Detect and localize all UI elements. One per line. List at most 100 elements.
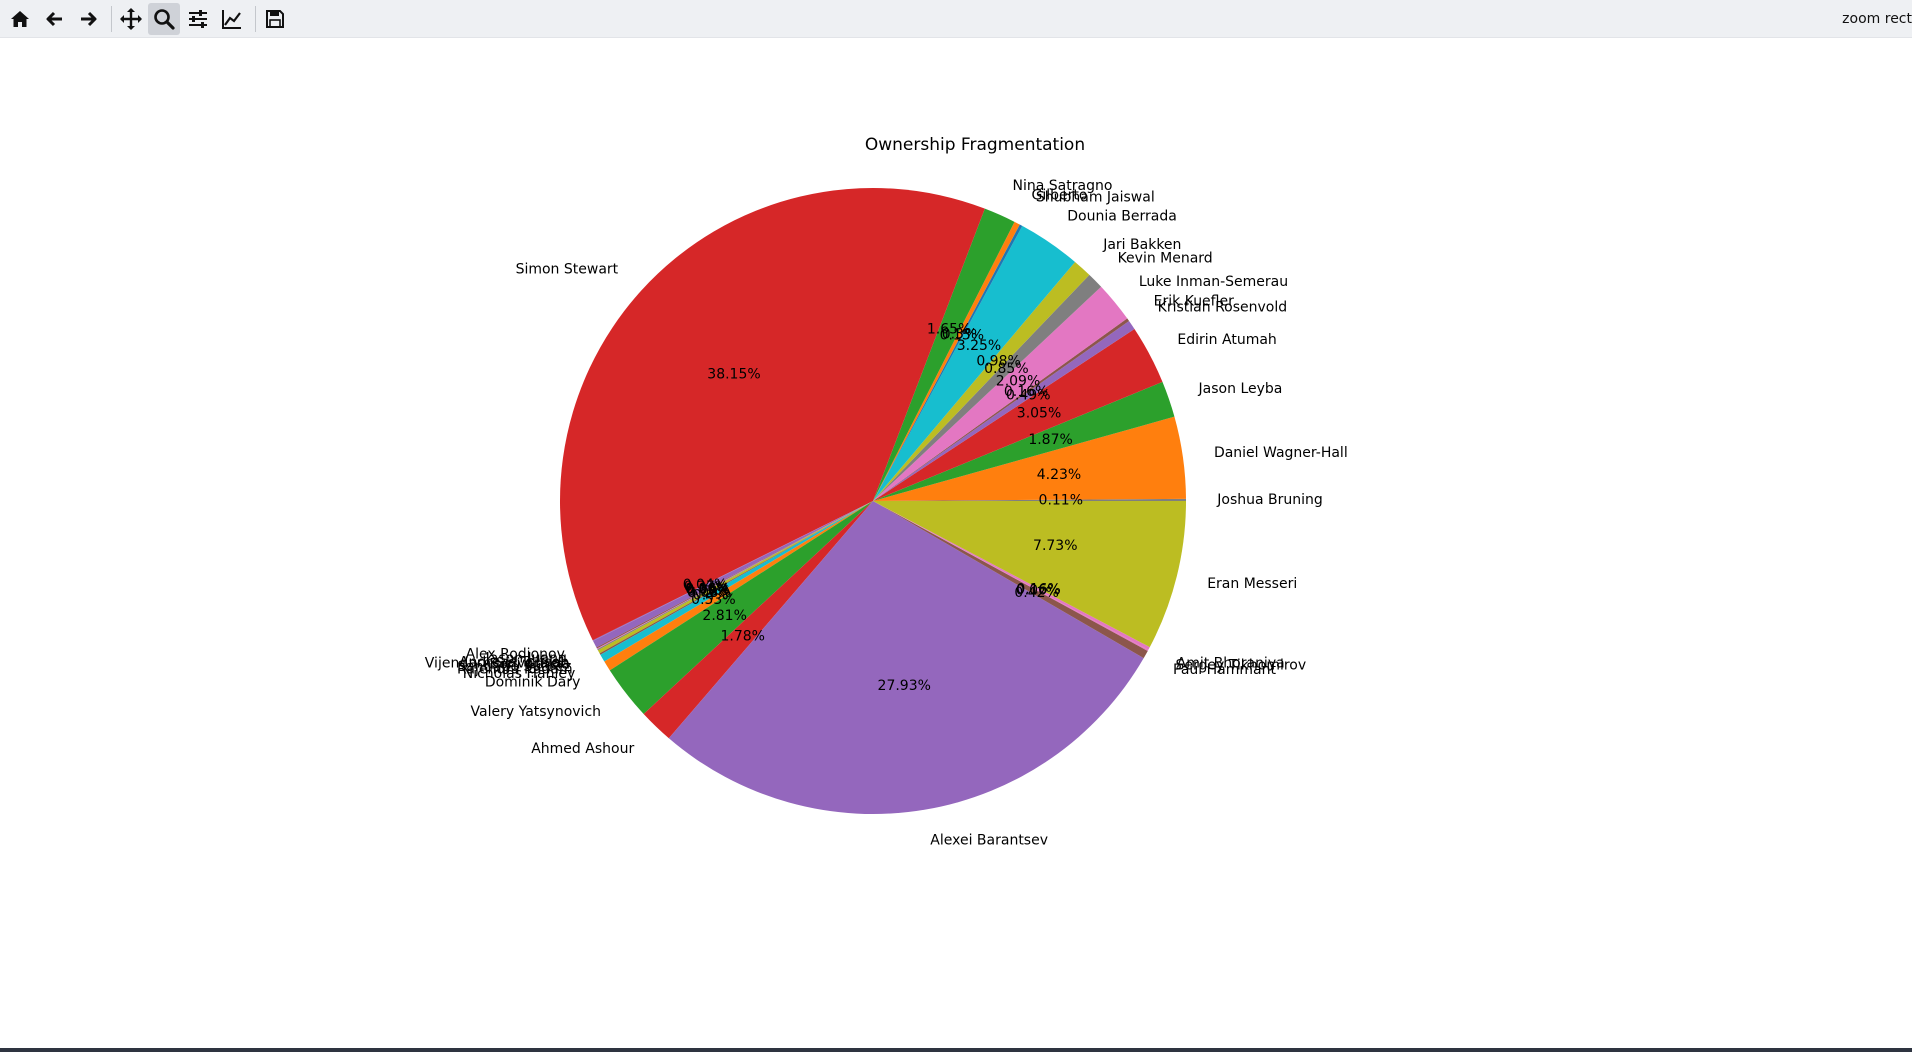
slice-andreas-tolfsen (596, 501, 873, 649)
slice-alexei-barantsev (668, 501, 1144, 814)
forward-arrow-icon (81, 11, 97, 27)
slice-label: Alex Rodionov (466, 647, 565, 663)
slice-percent-label: 0.06% (1016, 583, 1060, 599)
slice-label: Alexei Barantsev (930, 833, 1048, 849)
slice-valery-yatsynovich (609, 501, 873, 715)
chart-title: Ownership Fragmentation (865, 135, 1085, 155)
slice-label: Kevin Menard (1118, 251, 1213, 267)
pie-slices (559, 188, 1186, 814)
slice-percent-label: 0.3% (942, 326, 978, 342)
slice-jason-juang (593, 501, 873, 648)
slice-label: Shubham Jaiswal (1036, 190, 1155, 206)
slice-percent-label: 0.16% (1004, 384, 1048, 400)
slice-percent-label: 0.85% (984, 361, 1028, 377)
slice-simon-stewart (559, 188, 985, 641)
zoom-button[interactable] (148, 3, 180, 35)
slice-label: Rajendra Kadam (457, 661, 573, 677)
slice-label: Vijendarn Selvarajah (425, 656, 570, 672)
slice-label: Kristian Rosenvold (1158, 299, 1287, 315)
pie-labels: Joshua Bruning 0.11% Daniel Wagner-Hall 4.2… (425, 178, 1348, 848)
pie-chart: Ownership Fragmentation Joshua Bruning 0.… (425, 135, 1348, 849)
slice-percent-label: 27.93% (878, 678, 931, 694)
slice-label: Sergey Tikhomirov (1176, 657, 1307, 673)
slice-sergey-tikhomirov (873, 501, 1149, 651)
configure-subplots-icon (189, 10, 207, 28)
slice-percent-label: 4.23% (1037, 467, 1081, 483)
toolbar-separator (111, 6, 112, 32)
home-icon (11, 11, 29, 27)
slice-percent-label: 0.04% (683, 577, 727, 593)
save-button[interactable] (259, 3, 291, 35)
slice-label: Simon Stewart (516, 261, 619, 277)
slice-label: Gilberto (1032, 187, 1088, 203)
slice-percent-label: 0.11% (1039, 492, 1083, 508)
slice-label: Dounia Berrada (1067, 209, 1177, 225)
edit-axes-button[interactable] (216, 3, 248, 35)
slice-percent-label: 0.08% (687, 585, 731, 601)
slice-ahmed-ashour (643, 501, 873, 739)
slice-eran-messeri (873, 501, 1186, 648)
slice-edirin-atumah (873, 328, 1163, 501)
slice-label: Jason Juang (485, 651, 567, 667)
slice-label: Luke Inman-Semerau (1139, 274, 1288, 290)
slice-percent-label: 0.37% (684, 579, 728, 595)
slice-percent-label: 1.65% (927, 321, 971, 337)
toolbar-separator (255, 6, 256, 32)
save-disk-icon (266, 10, 284, 28)
slice-gilberto (873, 221, 1020, 502)
slice-daniel-wagner-hall (873, 416, 1186, 501)
slice-jason-leyba (873, 381, 1175, 501)
slice-percent-label: 0.42% (1014, 585, 1058, 601)
slice-label: Joshua Bruning (1216, 492, 1323, 508)
slice-label: Nina Satragno (1013, 178, 1113, 194)
slice-shubham-jaiswal (873, 224, 1023, 501)
slice-vijendarn-selvarajah (596, 501, 873, 650)
slice-label: Boni Garcia (490, 657, 570, 673)
back-button[interactable] (39, 3, 71, 35)
slice-percent-label: 38.15% (707, 367, 760, 383)
slice-percent-label: 3.05% (1017, 405, 1061, 421)
configure-subplots-button[interactable] (182, 3, 214, 35)
pan-button[interactable] (115, 3, 147, 35)
slice-label: Santiago Suarez (457, 659, 571, 675)
slice-jari-bakken (873, 261, 1090, 501)
slice-rajendra-kadam (599, 501, 873, 655)
slice-percent-label: 7.73% (1033, 538, 1077, 554)
slice-percent-label: 2.09% (996, 374, 1040, 390)
slice-percent-label: 0.18% (686, 583, 730, 599)
slice-label: Daniel Wagner-Hall (1214, 445, 1348, 461)
slice-label: Jari Bakken (1102, 237, 1181, 253)
slice-boni-garcia (597, 501, 873, 651)
slice-label: Erik Kuefler (1154, 294, 1234, 310)
slice-label: Edirin Atumah (1177, 332, 1276, 348)
slice-percent-label: 0.06% (685, 581, 729, 597)
slice-label: Jason Leyba (1198, 381, 1283, 397)
slice-kevin-menard (873, 274, 1102, 501)
zoom-magnifier-icon (154, 9, 175, 30)
forward-button[interactable] (72, 3, 104, 35)
slice-percent-label: 0.98% (976, 353, 1020, 369)
edit-axes-icon (222, 10, 241, 29)
slice-percent-label: 0.16% (1016, 582, 1060, 598)
slice-label: Amit Bhoraniya (1177, 655, 1285, 671)
slice-label: Dominik Dary (485, 674, 581, 690)
slice-label: Eran Messeri (1207, 576, 1297, 592)
slice-percent-label: 2.81% (702, 608, 746, 624)
home-button[interactable] (4, 3, 36, 35)
slice-percent-label: 0.49% (1006, 387, 1050, 403)
slice-joshua-bruning (873, 498, 1186, 501)
navigation-toolbar: zoom rect (0, 0, 1912, 38)
slice-percent-label: 0.06% (686, 582, 730, 598)
slice-percent-label: 1.78% (721, 628, 765, 644)
slice-paul-hammant (873, 501, 1148, 659)
slice-alex-rodionov (592, 501, 873, 642)
slice-dominik-dary (604, 501, 873, 671)
slice-santiago-suarez (597, 501, 873, 654)
slice-amit-bhoraniya (873, 501, 1150, 650)
slice-erik-kuefler (873, 318, 1130, 501)
slice-kristian-rosenvold (873, 320, 1135, 501)
slice-nicholas-hanley (600, 501, 873, 662)
slice-label: Nicholas Hanley (463, 666, 575, 682)
pan-move-icon (120, 8, 142, 30)
slice-luke-inman-semerau (873, 286, 1128, 501)
